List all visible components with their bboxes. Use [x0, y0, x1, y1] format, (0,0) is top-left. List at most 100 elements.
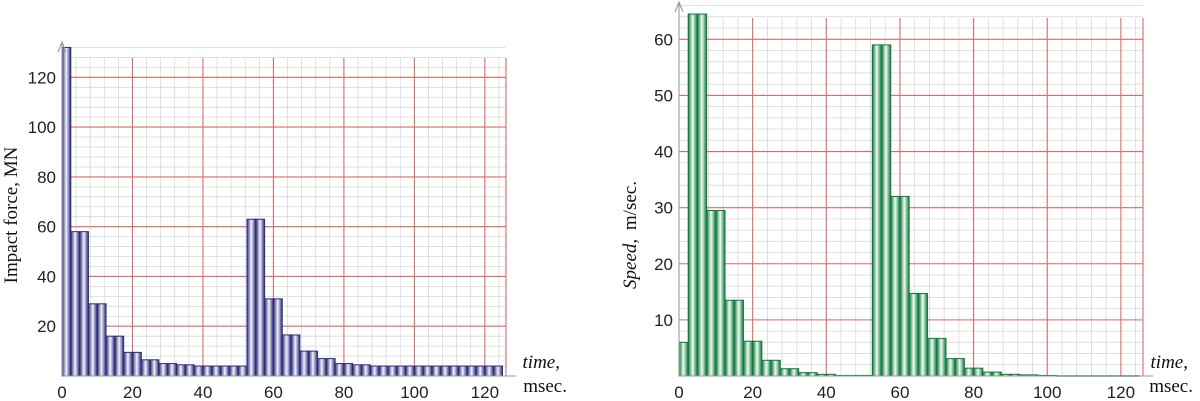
impact-force-bar	[140, 359, 151, 377]
speed-y-axis-arrow	[674, 0, 684, 13]
speed-bar	[706, 209, 717, 377]
impact-force-y-tick-label: 120	[28, 68, 56, 87]
speed-chart: 0 20 40 60 80 100 120 10 20 30 40 50 60 Speed, m/se…	[620, 0, 1193, 401]
speed-x-axis-unit: msec.	[1149, 376, 1193, 397]
speed-bar	[991, 371, 1002, 377]
impact-force-bar	[361, 364, 371, 377]
impact-force-bar	[167, 363, 178, 377]
impact-force-bar	[431, 365, 442, 377]
impact-force-bar	[475, 365, 486, 377]
speed-bar	[899, 195, 910, 377]
impact-force-bar	[114, 335, 125, 377]
speed-bar	[982, 371, 993, 377]
impact-force-x-tick-label: 20	[123, 383, 142, 401]
impact-force-axes	[57, 40, 516, 377]
speed-x-ticks: 0 20 40 60 80 100 120	[674, 383, 1135, 401]
impact-force-bar	[123, 351, 133, 377]
speed-bar	[927, 337, 938, 377]
impact-force-bar	[228, 365, 239, 377]
impact-force-x-tick-label: 0	[57, 383, 66, 401]
speed-bar	[678, 341, 689, 377]
impact-force-bar	[61, 46, 72, 377]
speed-x-tick-label: 100	[1033, 383, 1061, 401]
impact-force-bar	[70, 231, 81, 377]
speed-y-ticks: 10 20 30 40 50 60	[654, 30, 673, 330]
impact-force-x-tick-label: 100	[400, 383, 428, 401]
impact-force-bar	[158, 363, 169, 377]
impact-force-bar	[211, 365, 222, 377]
impact-force-bar	[272, 298, 283, 377]
impact-force-bar	[405, 365, 415, 377]
speed-bar	[687, 13, 698, 377]
impact-force-bar	[184, 364, 195, 377]
impact-force-bar	[281, 334, 292, 377]
impact-force-bar	[131, 351, 142, 377]
impact-force-bar	[413, 365, 424, 377]
impact-force-bar	[149, 359, 160, 377]
impact-force-y-tick-label: 20	[37, 317, 56, 336]
speed-bar	[770, 359, 781, 377]
speed-y-axis-label-unit: m/sec.	[620, 181, 641, 230]
impact-force-x-tick-label: 80	[334, 383, 353, 401]
impact-force-bar	[255, 218, 266, 377]
speed-y-tick-label: 40	[654, 143, 673, 162]
impact-force-x-tick-label: 60	[264, 383, 283, 401]
impact-force-bar	[378, 365, 389, 377]
impact-force-bar	[352, 364, 363, 377]
speed-bar	[973, 367, 984, 377]
impact-force-x-axis-label: time,	[523, 352, 560, 373]
impact-force-bar	[316, 358, 327, 377]
impact-force-bar	[325, 358, 336, 377]
impact-force-bar	[193, 365, 204, 377]
impact-force-bar	[484, 365, 495, 377]
speed-x-tick-label: 20	[743, 383, 762, 401]
speed-bar	[788, 368, 800, 377]
speed-bar	[715, 209, 726, 377]
speed-bar	[908, 293, 919, 377]
impact-force-bar	[308, 350, 318, 377]
impact-force-x-tick-label: 40	[193, 383, 212, 401]
speed-x-tick-label: 40	[817, 383, 836, 401]
speed-bar	[742, 340, 754, 377]
impact-force-bar	[440, 365, 451, 377]
speed-bar	[696, 13, 708, 377]
speed-bar	[936, 337, 947, 377]
speed-y-tick-label: 20	[654, 255, 673, 274]
impact-force-bar	[334, 363, 345, 377]
speed-x-tick-label: 120	[1107, 383, 1135, 401]
speed-axes	[674, 0, 1153, 377]
impact-force-x-tick-label: 120	[471, 383, 499, 401]
speed-y-axis-label: Speed, m/sec.	[620, 181, 641, 289]
speed-bar	[954, 358, 965, 377]
speed-bar	[724, 299, 735, 377]
speed-y-tick-label: 30	[654, 199, 673, 218]
impact-force-y-tick-label: 100	[28, 118, 56, 137]
impact-force-bar	[457, 365, 468, 377]
impact-force-y-ticks: 20 40 60 80 100 120	[28, 68, 56, 336]
speed-bars	[678, 13, 1140, 377]
impact-force-bar	[246, 218, 257, 377]
impact-force-bar	[449, 365, 459, 377]
impact-force-bar	[343, 363, 354, 377]
impact-force-bar	[237, 365, 248, 377]
impact-force-bar	[220, 365, 230, 377]
impact-force-bar	[176, 364, 186, 377]
impact-force-y-axis-arrow	[57, 40, 67, 53]
impact-force-bar	[396, 365, 407, 377]
speed-bar	[890, 195, 901, 377]
speed-bar	[779, 368, 790, 377]
speed-x-tick-label: 60	[890, 383, 909, 401]
speed-bar	[752, 340, 763, 377]
speed-bar	[917, 293, 929, 377]
impact-force-bar	[87, 303, 98, 377]
impact-force-chart: 0 20 40 60 80 100 120 20 40 60 80 100 120 Impact fo…	[1, 40, 567, 401]
impact-force-x-ticks: 0 20 40 60 80 100 120	[57, 383, 499, 401]
speed-x-tick-label: 0	[674, 383, 683, 401]
speed-bar	[945, 358, 956, 377]
impact-force-y-tick-label: 40	[37, 267, 56, 286]
speed-x-axis-label: time,	[1151, 352, 1188, 373]
impact-force-bar	[79, 231, 89, 377]
impact-force-bar	[202, 365, 213, 377]
speed-y-tick-label: 50	[654, 86, 673, 105]
